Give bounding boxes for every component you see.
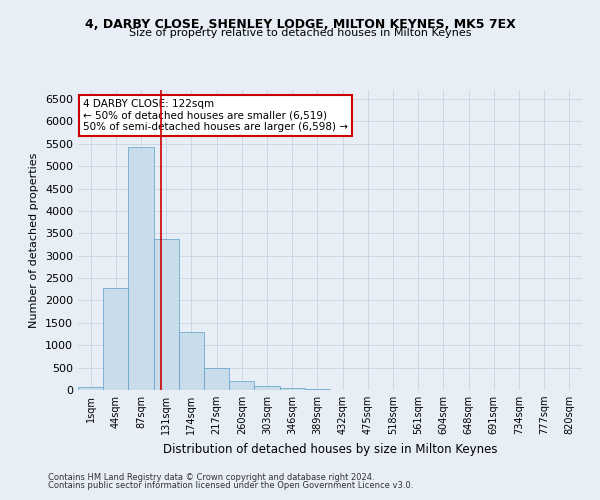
Bar — [179, 332, 204, 390]
Bar — [229, 382, 254, 390]
Bar — [154, 238, 179, 390]
Y-axis label: Number of detached properties: Number of detached properties — [29, 152, 40, 328]
Bar — [78, 386, 103, 390]
Text: Distribution of detached houses by size in Milton Keynes: Distribution of detached houses by size … — [163, 442, 497, 456]
Bar — [254, 386, 280, 390]
Bar — [280, 388, 305, 390]
Text: 4, DARBY CLOSE, SHENLEY LODGE, MILTON KEYNES, MK5 7EX: 4, DARBY CLOSE, SHENLEY LODGE, MILTON KE… — [85, 18, 515, 30]
Bar — [305, 389, 330, 390]
Bar — [128, 147, 154, 390]
Text: Size of property relative to detached houses in Milton Keynes: Size of property relative to detached ho… — [129, 28, 471, 38]
Text: 4 DARBY CLOSE: 122sqm
← 50% of detached houses are smaller (6,519)
50% of semi-d: 4 DARBY CLOSE: 122sqm ← 50% of detached … — [83, 99, 348, 132]
Bar — [103, 288, 128, 390]
Text: Contains HM Land Registry data © Crown copyright and database right 2024.: Contains HM Land Registry data © Crown c… — [48, 472, 374, 482]
Bar — [204, 368, 229, 390]
Text: Contains public sector information licensed under the Open Government Licence v3: Contains public sector information licen… — [48, 481, 413, 490]
